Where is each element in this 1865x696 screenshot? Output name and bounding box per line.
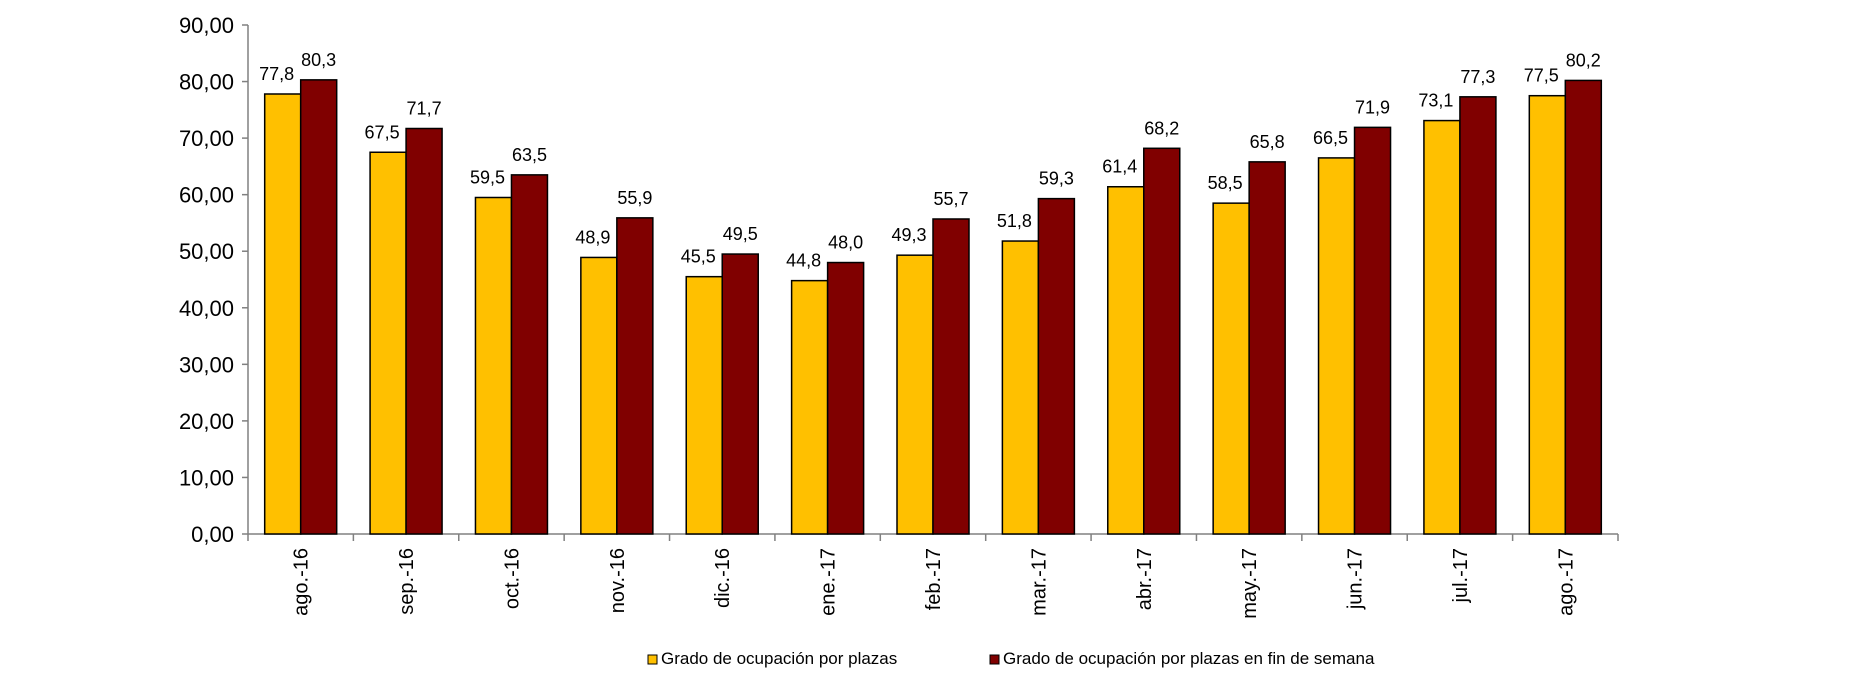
data-label-plazas: 49,3: [891, 225, 926, 245]
data-label-plazas: 51,8: [997, 211, 1032, 231]
bar-fin-de-semana: [1459, 96, 1497, 535]
y-axis: 0,00 10,00 20,00 30,00 40,00 50,00 60,00 70,00 8…: [179, 13, 249, 547]
bar-fin-de-semana: [1248, 161, 1286, 535]
bar-fin-de-semana: [826, 261, 865, 535]
bar-plazas: [474, 196, 513, 535]
data-label-plazas: 77,5: [1524, 66, 1559, 86]
x-tick-label: feb.-17: [923, 548, 945, 610]
x-tick-label: dic.-16: [712, 548, 734, 608]
x-tick-label: abr.-17: [1134, 548, 1156, 610]
data-label-plazas: 44,8: [786, 251, 821, 271]
bar-plazas: [263, 93, 302, 535]
bars: [263, 79, 1603, 535]
x-tick-label: jun.-17: [1345, 548, 1367, 610]
data-label-plazas: 59,5: [470, 167, 505, 187]
x-tick-label: may.-17: [1239, 548, 1261, 619]
legend: Grado de ocupación por plazas Grado de oc…: [647, 649, 1375, 668]
x-tick-label: sep.-16: [396, 548, 418, 615]
data-label-plazas: 67,5: [365, 122, 400, 142]
bar-fin-de-semana: [932, 218, 970, 535]
bar-plazas: [1212, 202, 1250, 535]
y-tick-label: 0,00: [191, 522, 234, 547]
x-tick-label: jul.-17: [1450, 548, 1472, 603]
x-tick-label: ene.-17: [818, 548, 840, 616]
y-tick-label: 70,00: [179, 126, 234, 151]
bar-plazas: [1107, 185, 1145, 535]
x-tick-label: ago.-16: [291, 548, 313, 616]
y-tick-label: 30,00: [179, 352, 234, 377]
data-label-fin-de-semana: 55,7: [933, 189, 968, 209]
data-label-fin-de-semana: 63,5: [512, 145, 547, 165]
legend-label: Grado de ocupación por plazas: [661, 649, 897, 668]
data-label-fin-de-semana: 80,2: [1566, 50, 1601, 70]
data-label-fin-de-semana: 80,3: [301, 50, 336, 70]
data-label-plazas: 73,1: [1418, 91, 1453, 111]
bar-fin-de-semana: [1037, 197, 1076, 535]
bar-plazas: [369, 151, 407, 535]
data-label-plazas: 66,5: [1313, 128, 1348, 148]
bar-plazas: [790, 279, 829, 535]
bar-fin-de-semana: [1353, 126, 1392, 535]
x-tick-label: nov.-16: [607, 548, 629, 613]
bar-fin-de-semana: [1143, 147, 1181, 535]
bar-plazas: [1001, 240, 1040, 535]
x-axis: ago.-16 sep.-16 oct.-16 nov.-16 dic.-16 ene.-…: [247, 533, 1619, 619]
y-tick-label: 20,00: [179, 409, 234, 434]
data-label-fin-de-semana: 71,9: [1355, 97, 1390, 117]
data-label-plazas: 77,8: [259, 64, 294, 84]
y-tick-label: 50,00: [179, 239, 234, 264]
bar-plazas: [580, 256, 618, 535]
bar-plazas: [1423, 119, 1461, 535]
legend-swatch: [989, 654, 1000, 665]
legend-swatch: [647, 654, 658, 665]
x-tick-label: ago.-17: [1555, 548, 1577, 616]
data-label-fin-de-semana: 49,5: [723, 224, 758, 244]
data-label-fin-de-semana: 59,3: [1039, 169, 1074, 189]
legend-label: Grado de ocupación por plazas en fin de …: [1003, 649, 1375, 668]
bar-fin-de-semana: [405, 127, 443, 535]
y-tick-label: 40,00: [179, 296, 234, 321]
data-label-fin-de-semana: 68,2: [1144, 118, 1179, 138]
data-label-fin-de-semana: 77,3: [1460, 67, 1495, 87]
x-tick-label: oct.-16: [501, 548, 523, 609]
y-tick-label: 10,00: [179, 465, 234, 490]
data-label-plazas: 45,5: [681, 247, 716, 267]
bar-plazas: [1317, 157, 1356, 535]
data-label-fin-de-semana: 55,9: [617, 188, 652, 208]
bar-fin-de-semana: [1564, 79, 1603, 535]
y-tick-label: 90,00: [179, 13, 234, 38]
data-label-fin-de-semana: 65,8: [1250, 132, 1285, 152]
bar-plazas: [1528, 94, 1567, 535]
data-label-plazas: 48,9: [575, 227, 610, 247]
data-labels: 77,8 67,5 59,5 48,9 45,5 44,8 49,3 51,8 61,4 58,5…: [259, 50, 1601, 271]
y-tick-label: 80,00: [179, 70, 234, 95]
bar-fin-de-semana: [510, 174, 549, 535]
x-tick-label: mar.-17: [1028, 548, 1050, 616]
data-label-plazas: 61,4: [1102, 157, 1137, 177]
data-label-fin-de-semana: 71,7: [407, 98, 442, 118]
bar-plazas: [896, 254, 934, 535]
bar-fin-de-semana: [616, 217, 654, 535]
data-label-fin-de-semana: 48,0: [828, 233, 863, 253]
y-tick-label: 60,00: [179, 183, 234, 208]
bar-plazas: [685, 275, 723, 535]
bar-fin-de-semana: [299, 79, 338, 535]
bar-fin-de-semana: [721, 253, 759, 535]
data-label-plazas: 58,5: [1208, 173, 1243, 193]
